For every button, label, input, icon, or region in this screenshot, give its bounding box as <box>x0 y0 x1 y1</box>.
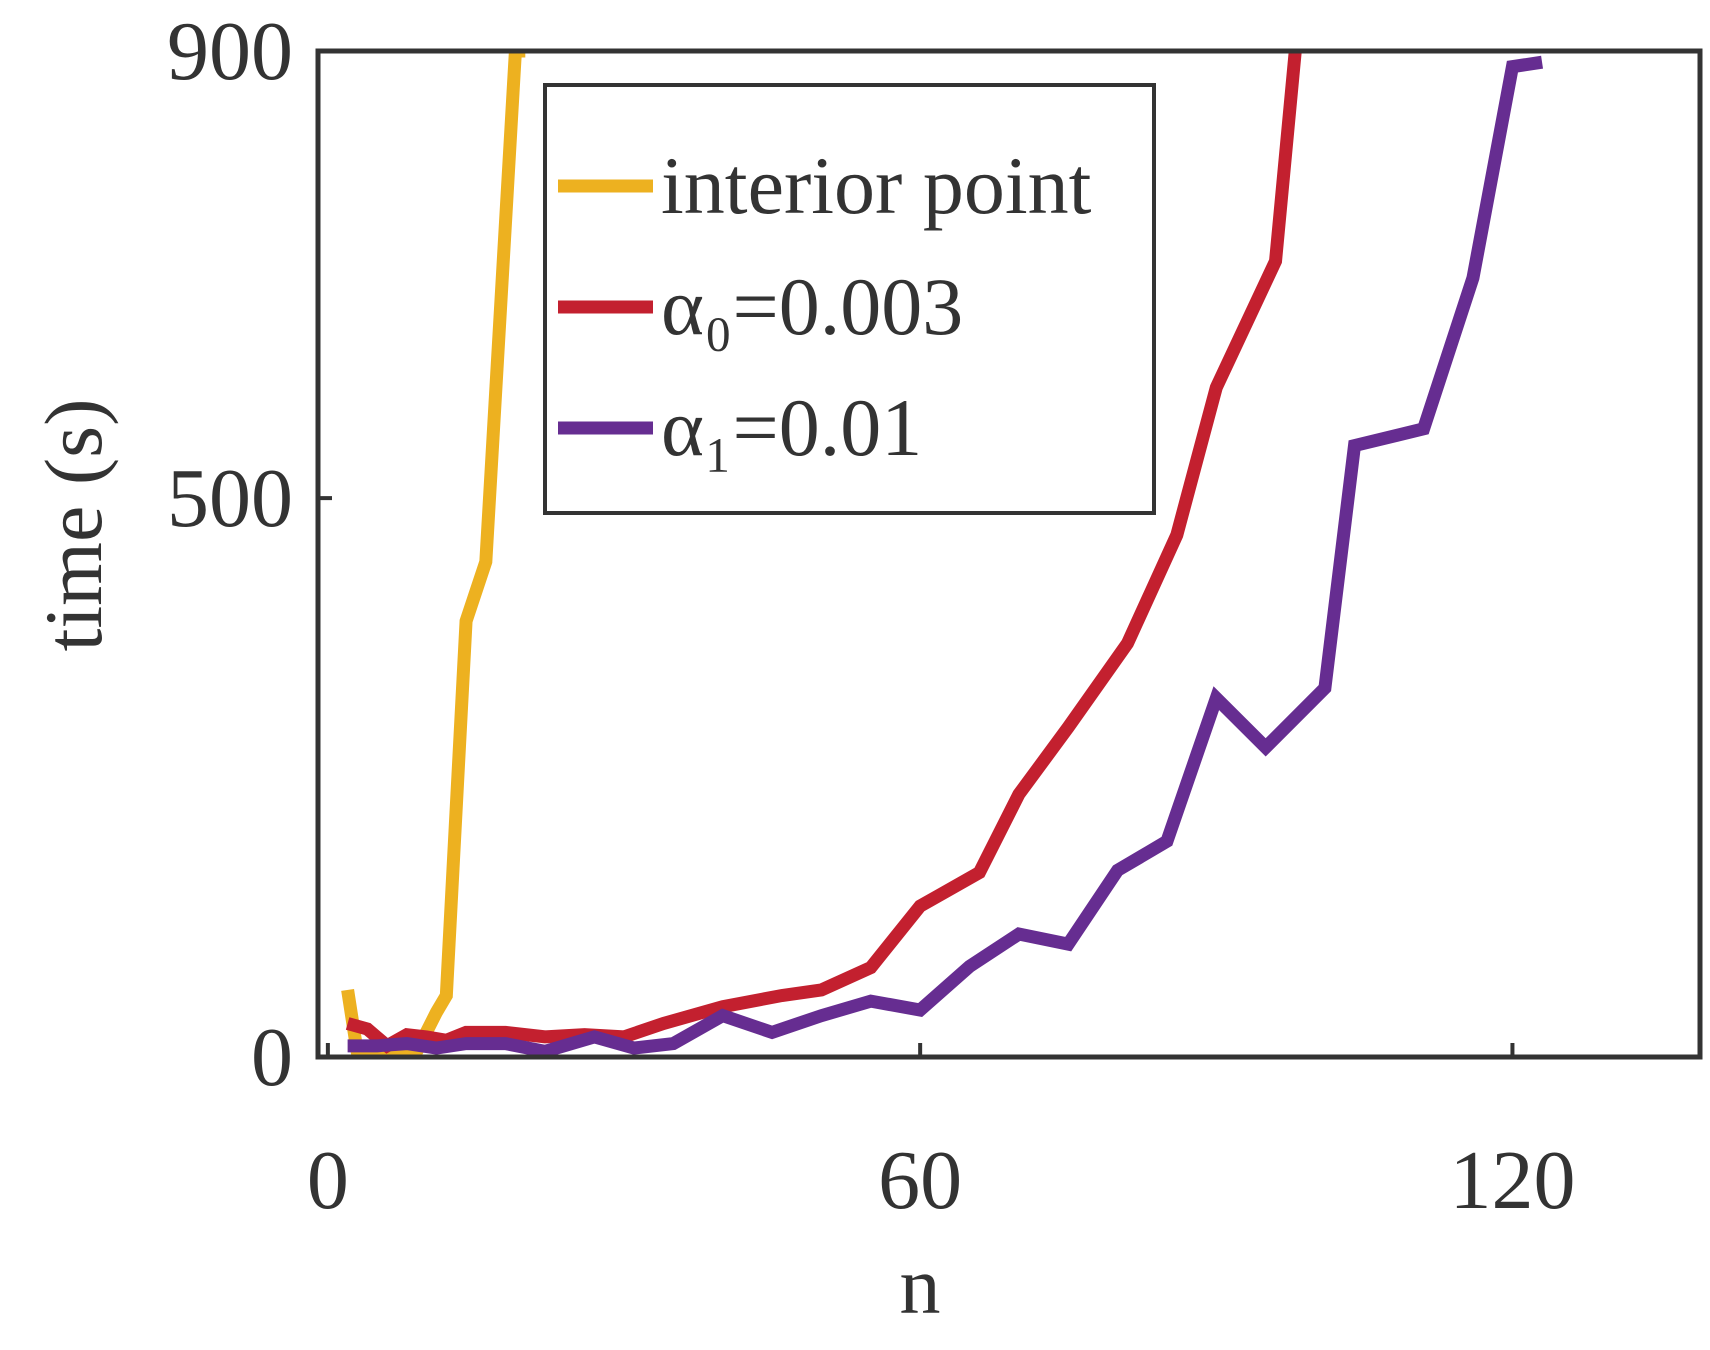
y-axis-label: time (s) <box>28 399 119 652</box>
data-line <box>341 51 526 1057</box>
x-tick-label: 60 <box>878 1134 962 1227</box>
x-tick-label: 120 <box>1449 1134 1575 1227</box>
y-tick-label: 900 <box>167 5 293 98</box>
y-tick-label: 0 <box>251 1011 293 1104</box>
x-tick-label: 0 <box>307 1134 349 1227</box>
legend-label: α₀=0.003 <box>661 261 963 352</box>
plot-area <box>341 51 1544 1057</box>
data-line <box>345 51 1302 1054</box>
legend-label: interior point <box>661 140 1092 231</box>
legend-label: α₁=0.01 <box>661 382 922 473</box>
ticks: 0 500 900 0 60 120 <box>167 5 1575 1227</box>
data-line <box>347 55 1544 1057</box>
x-axis-label: n <box>900 1240 941 1331</box>
axes-frame <box>315 48 1703 1060</box>
legend: interior point α₀=0.003 α₁=0.01 <box>543 83 1156 515</box>
legend-box <box>543 83 1156 515</box>
y-tick-label: 500 <box>167 452 293 545</box>
